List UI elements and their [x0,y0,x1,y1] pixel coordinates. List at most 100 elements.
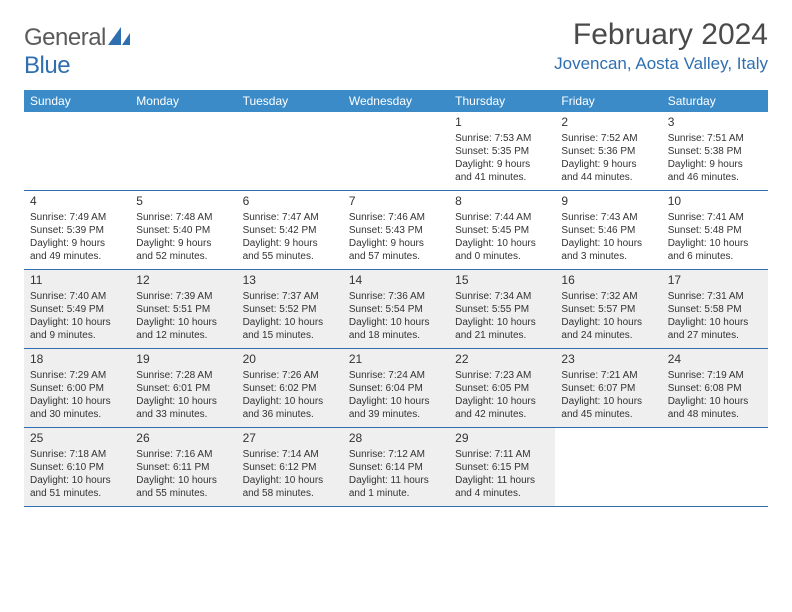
logo-sail-icon [108,24,134,52]
day-number: 4 [30,194,124,210]
day-daylight1: Daylight: 10 hours [30,316,124,329]
day-daylight1: Daylight: 10 hours [668,237,762,250]
day-daylight1: Daylight: 10 hours [561,395,655,408]
day-cell: 23Sunrise: 7:21 AMSunset: 6:07 PMDayligh… [555,349,661,427]
day-sunset: Sunset: 6:04 PM [349,382,443,395]
day-sunrise: Sunrise: 7:19 AM [668,369,762,382]
day-sunrise: Sunrise: 7:39 AM [136,290,230,303]
day-cell: 11Sunrise: 7:40 AMSunset: 5:49 PMDayligh… [24,270,130,348]
day-sunrise: Sunrise: 7:31 AM [668,290,762,303]
day-cell: 10Sunrise: 7:41 AMSunset: 5:48 PMDayligh… [662,191,768,269]
day-cell-blank [237,112,343,190]
day-number: 17 [668,273,762,289]
day-cell: 3Sunrise: 7:51 AMSunset: 5:38 PMDaylight… [662,112,768,190]
day-sunset: Sunset: 6:00 PM [30,382,124,395]
day-sunset: Sunset: 5:36 PM [561,145,655,158]
day-sunset: Sunset: 5:51 PM [136,303,230,316]
day-number: 18 [30,352,124,368]
day-sunrise: Sunrise: 7:47 AM [243,211,337,224]
day-daylight2: and 18 minutes. [349,329,443,342]
week-row: 25Sunrise: 7:18 AMSunset: 6:10 PMDayligh… [24,428,768,507]
day-daylight2: and 55 minutes. [136,487,230,500]
day-daylight2: and 58 minutes. [243,487,337,500]
day-daylight1: Daylight: 9 hours [561,158,655,171]
day-number: 1 [455,115,549,131]
day-daylight2: and 33 minutes. [136,408,230,421]
day-number: 24 [668,352,762,368]
day-sunrise: Sunrise: 7:37 AM [243,290,337,303]
day-cell-blank [24,112,130,190]
day-daylight2: and 42 minutes. [455,408,549,421]
day-number: 26 [136,431,230,447]
day-cell: 20Sunrise: 7:26 AMSunset: 6:02 PMDayligh… [237,349,343,427]
day-number: 7 [349,194,443,210]
day-sunrise: Sunrise: 7:32 AM [561,290,655,303]
day-sunset: Sunset: 6:14 PM [349,461,443,474]
day-sunset: Sunset: 5:38 PM [668,145,762,158]
day-sunset: Sunset: 5:57 PM [561,303,655,316]
day-sunrise: Sunrise: 7:41 AM [668,211,762,224]
weekday-header: Thursday [449,90,555,112]
day-daylight2: and 27 minutes. [668,329,762,342]
day-sunset: Sunset: 5:35 PM [455,145,549,158]
day-number: 27 [243,431,337,447]
day-cell: 4Sunrise: 7:49 AMSunset: 5:39 PMDaylight… [24,191,130,269]
day-cell: 17Sunrise: 7:31 AMSunset: 5:58 PMDayligh… [662,270,768,348]
day-number: 29 [455,431,549,447]
day-cell: 26Sunrise: 7:16 AMSunset: 6:11 PMDayligh… [130,428,236,506]
day-sunrise: Sunrise: 7:24 AM [349,369,443,382]
day-cell: 19Sunrise: 7:28 AMSunset: 6:01 PMDayligh… [130,349,236,427]
day-sunset: Sunset: 6:02 PM [243,382,337,395]
day-sunset: Sunset: 6:05 PM [455,382,549,395]
day-sunset: Sunset: 5:42 PM [243,224,337,237]
logo-word-blue: Blue [24,52,70,79]
day-daylight1: Daylight: 9 hours [349,237,443,250]
day-sunrise: Sunrise: 7:36 AM [349,290,443,303]
calendar: SundayMondayTuesdayWednesdayThursdayFrid… [24,90,768,507]
day-number: 23 [561,352,655,368]
day-sunrise: Sunrise: 7:21 AM [561,369,655,382]
day-cell: 12Sunrise: 7:39 AMSunset: 5:51 PMDayligh… [130,270,236,348]
day-daylight2: and 9 minutes. [30,329,124,342]
day-sunset: Sunset: 6:15 PM [455,461,549,474]
month-title: February 2024 [554,18,768,52]
day-number: 28 [349,431,443,447]
day-daylight2: and 46 minutes. [668,171,762,184]
weeks-container: 1Sunrise: 7:53 AMSunset: 5:35 PMDaylight… [24,112,768,507]
day-number: 3 [668,115,762,131]
weekday-header: Monday [130,90,236,112]
day-daylight1: Daylight: 10 hours [30,395,124,408]
day-daylight2: and 30 minutes. [30,408,124,421]
week-row: 11Sunrise: 7:40 AMSunset: 5:49 PMDayligh… [24,270,768,349]
day-number: 6 [243,194,337,210]
logo: GeneralBlue [24,18,134,80]
day-cell: 24Sunrise: 7:19 AMSunset: 6:08 PMDayligh… [662,349,768,427]
day-sunset: Sunset: 6:08 PM [668,382,762,395]
day-cell: 15Sunrise: 7:34 AMSunset: 5:55 PMDayligh… [449,270,555,348]
day-daylight2: and 57 minutes. [349,250,443,263]
day-sunrise: Sunrise: 7:16 AM [136,448,230,461]
day-cell: 27Sunrise: 7:14 AMSunset: 6:12 PMDayligh… [237,428,343,506]
day-daylight1: Daylight: 11 hours [349,474,443,487]
day-daylight1: Daylight: 10 hours [455,237,549,250]
day-number: 5 [136,194,230,210]
day-daylight2: and 24 minutes. [561,329,655,342]
day-daylight1: Daylight: 10 hours [561,237,655,250]
day-sunrise: Sunrise: 7:51 AM [668,132,762,145]
day-cell: 25Sunrise: 7:18 AMSunset: 6:10 PMDayligh… [24,428,130,506]
day-sunrise: Sunrise: 7:46 AM [349,211,443,224]
weekday-header: Friday [555,90,661,112]
weekday-header: Wednesday [343,90,449,112]
day-daylight2: and 6 minutes. [668,250,762,263]
logo-word-general: General [24,24,106,51]
day-daylight1: Daylight: 9 hours [136,237,230,250]
day-daylight1: Daylight: 10 hours [455,395,549,408]
day-sunset: Sunset: 6:11 PM [136,461,230,474]
day-daylight2: and 0 minutes. [455,250,549,263]
day-sunrise: Sunrise: 7:52 AM [561,132,655,145]
day-cell: 13Sunrise: 7:37 AMSunset: 5:52 PMDayligh… [237,270,343,348]
day-daylight1: Daylight: 10 hours [243,316,337,329]
day-daylight1: Daylight: 11 hours [455,474,549,487]
day-daylight2: and 1 minute. [349,487,443,500]
day-number: 14 [349,273,443,289]
